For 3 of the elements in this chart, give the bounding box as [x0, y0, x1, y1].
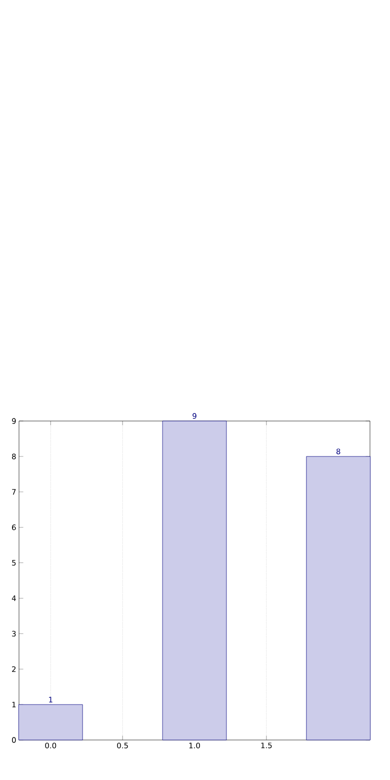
bar [162, 420, 227, 740]
bar [18, 704, 83, 740]
bar [306, 456, 370, 740]
